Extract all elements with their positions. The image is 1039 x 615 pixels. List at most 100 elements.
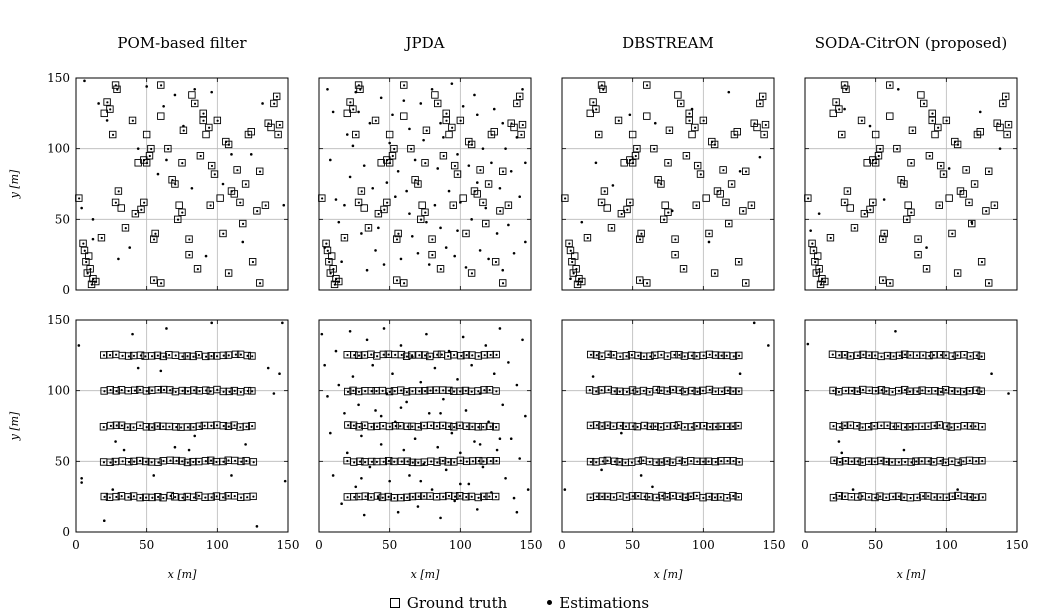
ground-truth-marker	[663, 457, 671, 465]
ground-truth-marker	[140, 198, 148, 207]
square-marker-icon	[389, 597, 400, 608]
estimation-marker	[427, 411, 431, 415]
ground-truth-marker	[840, 81, 849, 89]
estimation-marker	[651, 485, 654, 489]
y-tick-label: 0	[62, 283, 70, 297]
estimation-marker	[708, 388, 711, 391]
ground-truth-marker	[847, 386, 856, 395]
ground-truth-marker	[907, 208, 915, 216]
ground-truth-marker	[426, 386, 434, 394]
estimation-marker	[246, 389, 249, 393]
ground-truth-marker	[421, 351, 429, 359]
estimation-marker	[80, 476, 83, 480]
ground-truth-marker	[390, 457, 398, 466]
estimation-marker	[423, 424, 426, 427]
estimation-marker	[450, 431, 454, 435]
ground-truth-marker	[371, 116, 380, 125]
estimation-marker	[489, 353, 492, 357]
estimation-marker	[381, 496, 384, 499]
estimation-marker	[430, 88, 434, 91]
estimation-marker	[133, 389, 137, 392]
estimation-marker	[388, 479, 391, 483]
plot-frame	[561, 77, 775, 291]
estimation-marker	[127, 389, 130, 393]
ground-truth-marker	[586, 457, 595, 466]
estimation-marker	[215, 355, 219, 358]
ground-truth-marker	[428, 235, 436, 243]
estimation-marker	[251, 260, 255, 264]
ground-truth-marker	[886, 81, 894, 89]
ground-truth-marker	[236, 198, 244, 207]
ground-truth-marker	[671, 235, 679, 243]
panel-title: POM-based filter	[117, 34, 247, 52]
ground-truth-marker	[592, 387, 600, 395]
ground-truth-marker	[172, 456, 180, 465]
ground-truth-marker	[870, 422, 878, 430]
estimation-marker	[331, 110, 335, 114]
estimation-marker	[210, 321, 213, 325]
estimation-marker	[387, 459, 391, 463]
ground-truth-marker	[883, 351, 892, 360]
estimation-marker	[629, 159, 632, 162]
estimation-marker	[252, 495, 255, 498]
estimation-marker	[128, 246, 132, 249]
ground-truth-marker	[145, 152, 154, 160]
estimation-marker	[815, 272, 818, 275]
estimation-marker	[394, 420, 397, 424]
estimation-marker	[347, 424, 350, 427]
estimation-marker	[459, 201, 462, 204]
estimation-marker	[578, 277, 581, 281]
ground-truth-marker	[634, 351, 642, 360]
estimation-marker	[382, 263, 386, 266]
ground-truth-marker	[178, 493, 186, 502]
estimation-marker	[385, 181, 389, 184]
estimation-marker	[186, 495, 189, 498]
estimation-marker	[411, 461, 414, 464]
estimation-marker	[702, 496, 705, 500]
estimation-marker	[168, 353, 171, 357]
ground-truth-marker	[704, 457, 712, 465]
estimation-marker	[227, 425, 230, 428]
ground-truth-marker	[439, 152, 448, 160]
estimation-marker	[354, 90, 358, 94]
ground-truth-marker	[474, 352, 483, 360]
ground-truth-marker	[637, 229, 645, 238]
ground-truth-marker	[936, 387, 945, 396]
ground-truth-marker	[838, 130, 846, 139]
estimation-marker	[620, 431, 623, 435]
estimation-marker	[447, 461, 450, 464]
estimation-marker	[811, 242, 814, 245]
ground-truth-marker	[710, 269, 719, 277]
ground-truth-marker	[128, 116, 137, 125]
ground-truth-marker	[913, 493, 921, 502]
estimation-marker	[521, 88, 524, 91]
ground-truth-marker	[473, 190, 481, 198]
estimation-marker	[230, 190, 233, 193]
ground-truth-marker	[213, 116, 222, 125]
estimation-marker	[915, 460, 918, 463]
estimation-marker	[159, 369, 163, 373]
ground-truth-marker	[954, 458, 962, 467]
estimation-marker	[495, 232, 499, 235]
estimation-marker	[138, 459, 142, 462]
estimation-marker	[806, 342, 810, 346]
ground-truth-marker	[248, 258, 257, 266]
ground-truth-marker	[136, 351, 145, 359]
ground-truth-marker	[692, 422, 701, 430]
estimation-marker	[391, 113, 394, 117]
ground-truth-marker	[100, 109, 108, 118]
estimation-marker	[102, 461, 106, 464]
estimation-marker	[629, 201, 632, 204]
estimation-marker	[417, 461, 420, 464]
estimation-marker	[831, 353, 834, 356]
estimation-marker	[1002, 102, 1005, 105]
ground-truth-marker	[97, 234, 106, 242]
estimation-marker	[233, 494, 236, 498]
ground-truth-marker	[840, 421, 849, 430]
estimation-marker	[612, 353, 615, 357]
estimation-marker	[951, 495, 954, 498]
ground-truth-marker	[243, 386, 252, 395]
estimation-marker	[980, 260, 984, 264]
ground-truth-marker	[895, 386, 903, 395]
